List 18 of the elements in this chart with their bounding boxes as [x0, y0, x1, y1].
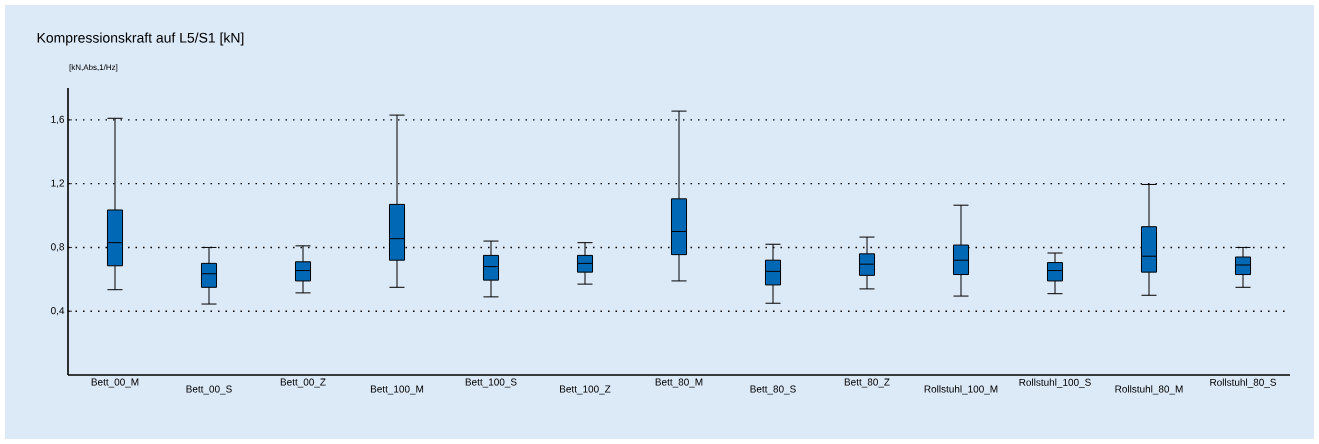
x-tick-label: Bett_80_M	[655, 378, 703, 388]
x-tick-label: Bett_100_M	[370, 385, 424, 395]
x-tick-label: Rollstuhl_80_S	[1210, 378, 1277, 388]
y-tick-label: 1,2	[51, 179, 64, 188]
x-tick-label: Bett_00_S	[186, 385, 232, 395]
x-tick-label: Bett_00_Z	[280, 378, 326, 388]
x-tick-label: Bett_80_Z	[844, 378, 890, 388]
y-tick-label: 0,4	[51, 307, 65, 316]
x-tick-label: Bett_100_S	[465, 378, 517, 388]
x-tick-label: Rollstuhl_100_M	[924, 385, 998, 395]
chart-title: Kompressionskraft auf L5/S1 [kN]	[37, 32, 244, 46]
x-tick-label: Bett_100_Z	[560, 385, 611, 395]
x-tick-label: Bett_80_S	[750, 385, 796, 395]
x-tick-label: Rollstuhl_80_M	[1115, 385, 1183, 395]
x-tick-label: Bett_00_M	[91, 378, 139, 388]
x-tick-label: Rollstuhl_100_S	[1019, 378, 1091, 388]
y-tick-label: 0,8	[51, 243, 65, 252]
y-tick-label: 1,6	[51, 115, 65, 125]
